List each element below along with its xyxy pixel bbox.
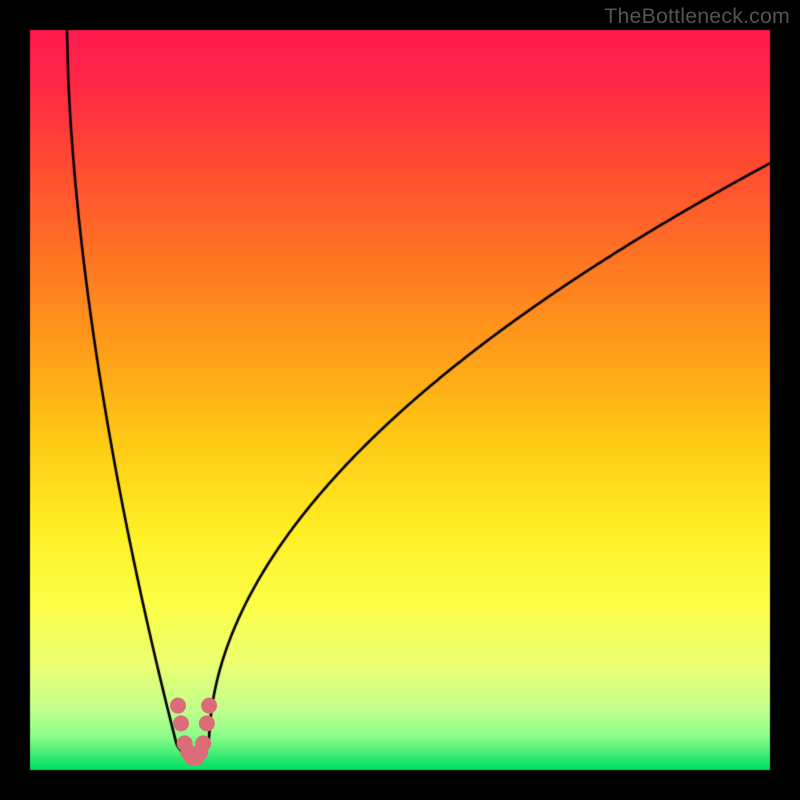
watermark-text: TheBottleneck.com: [604, 4, 790, 29]
stage: TheBottleneck.com: [0, 0, 800, 800]
bottleneck-curve: [0, 0, 800, 800]
